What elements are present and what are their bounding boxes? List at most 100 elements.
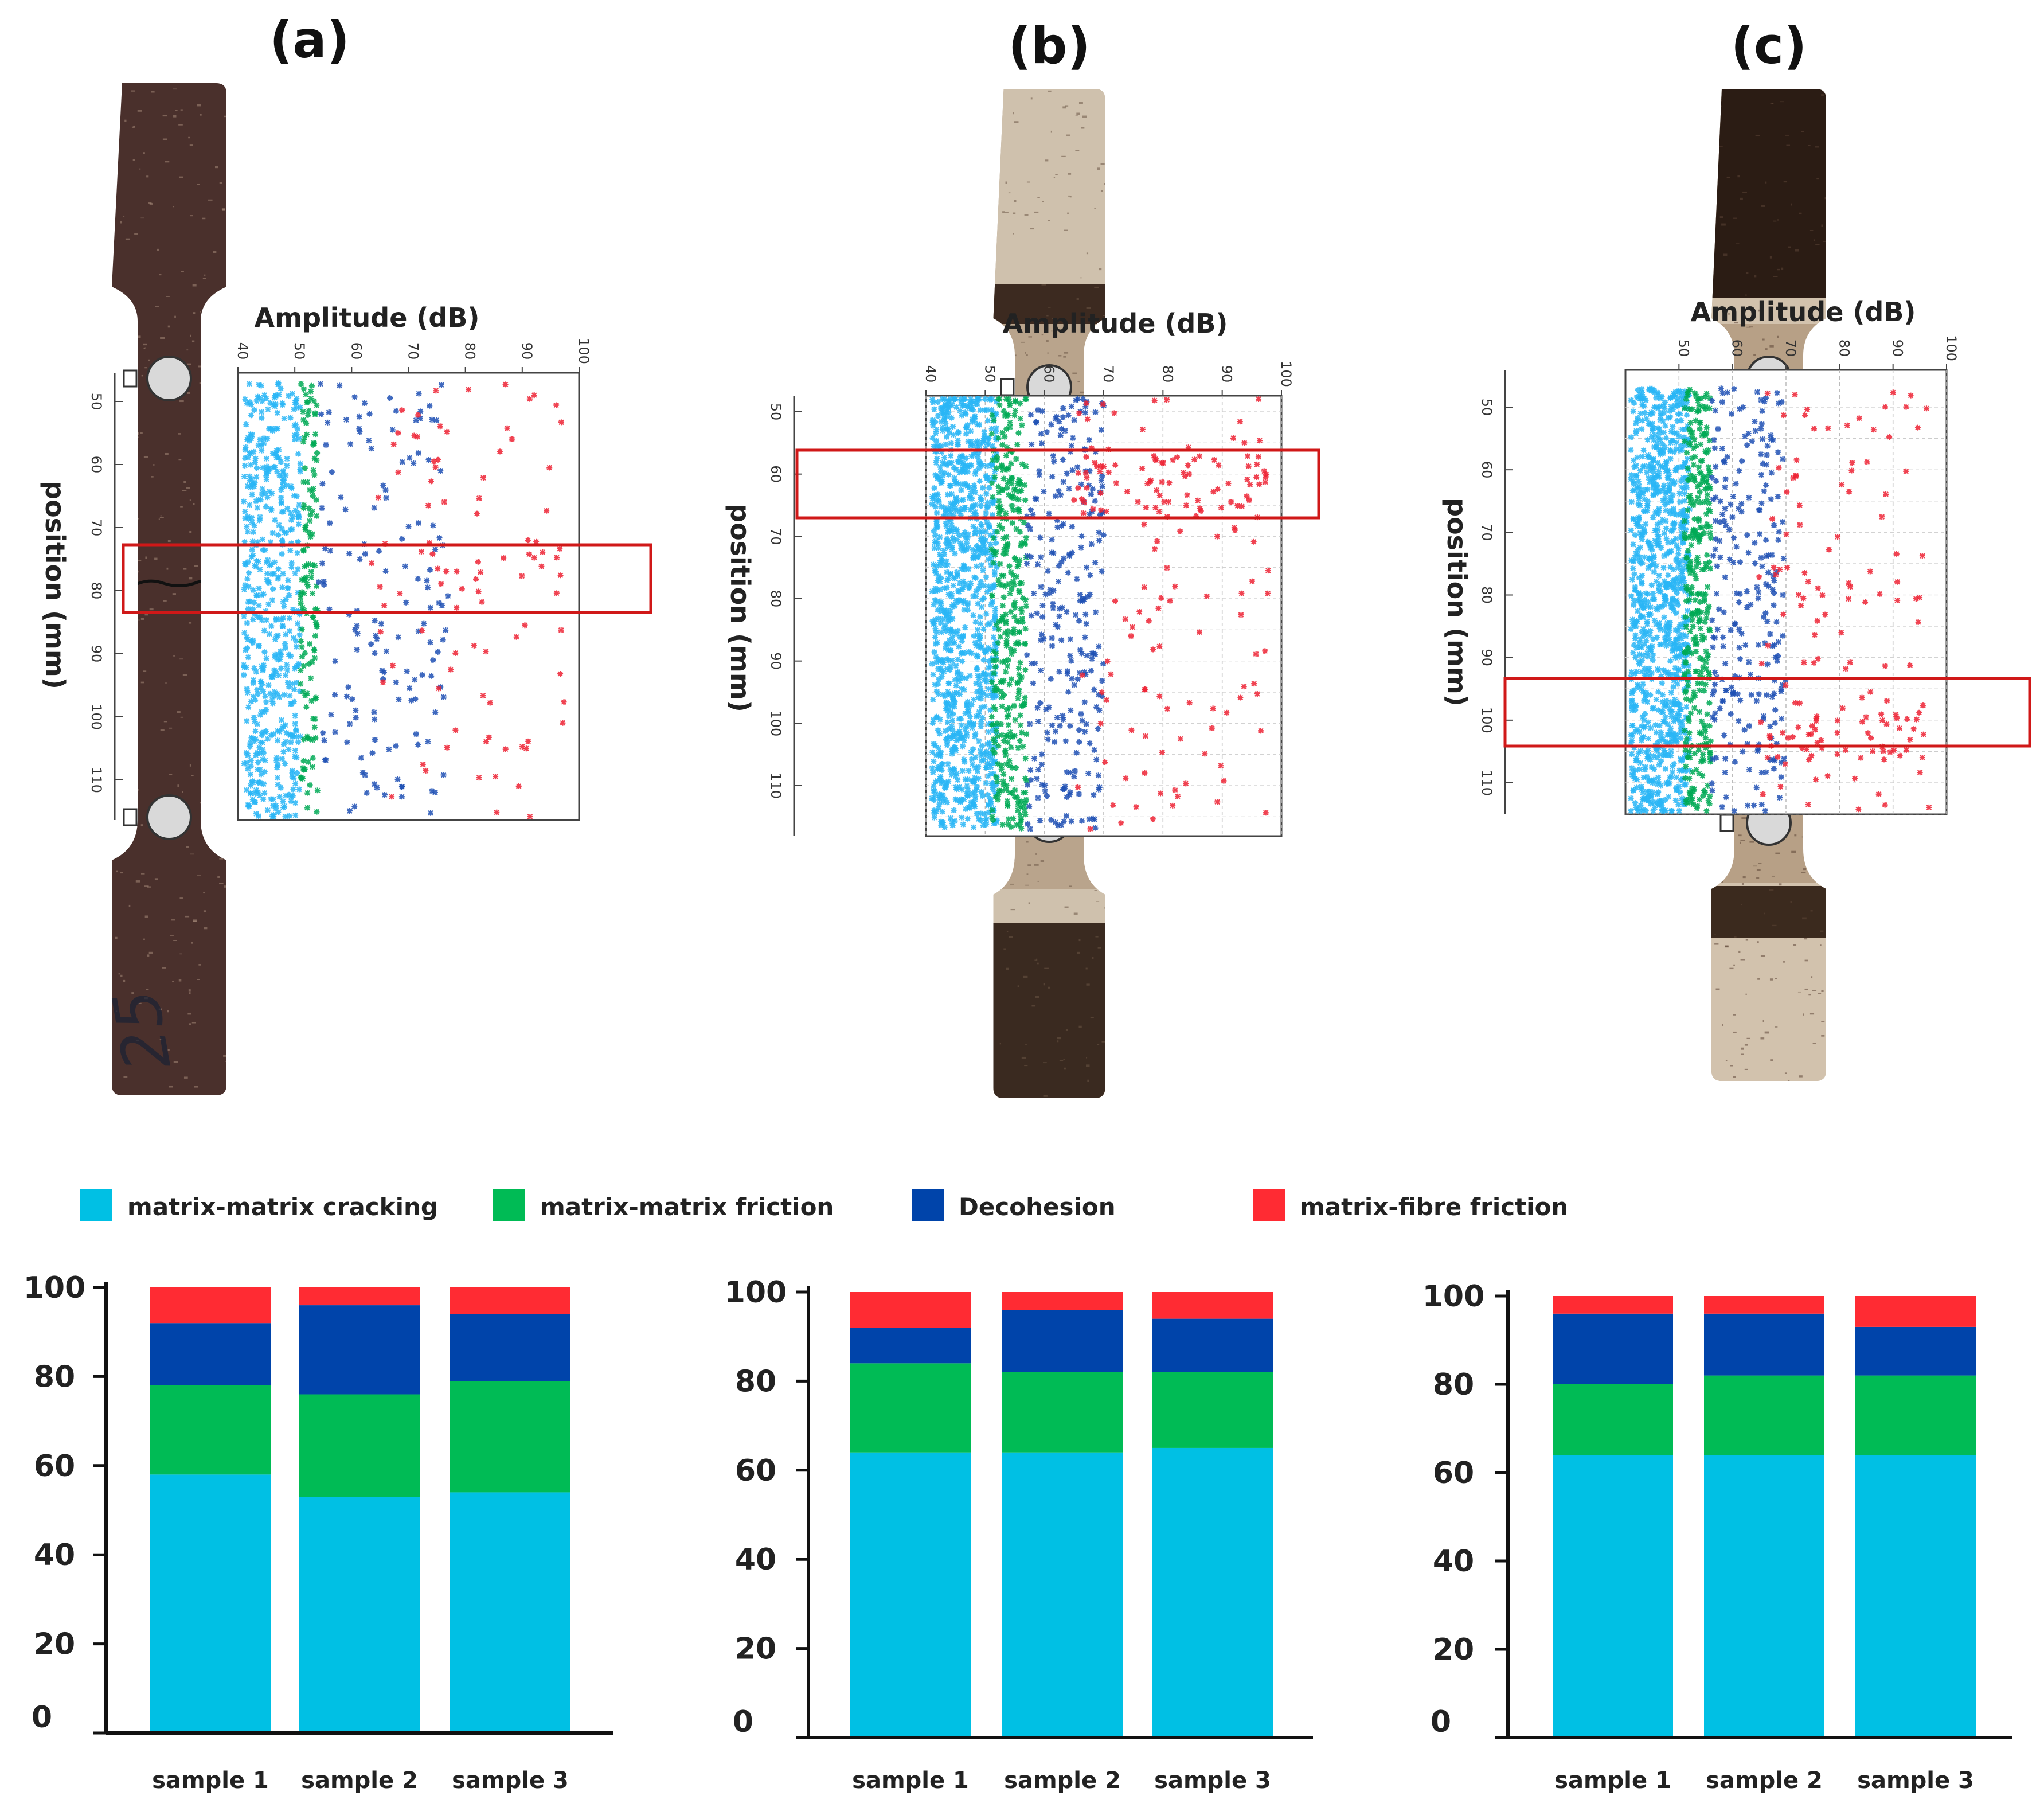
data-point	[949, 529, 955, 535]
data-point	[299, 604, 306, 611]
data-point	[1686, 599, 1692, 605]
data-point	[1744, 588, 1750, 595]
data-point	[944, 719, 951, 725]
data-point	[964, 535, 971, 541]
data-point	[1844, 422, 1850, 428]
data-point	[1654, 482, 1660, 488]
data-point	[989, 592, 995, 599]
data-point	[980, 670, 987, 677]
data-point	[992, 468, 998, 474]
data-point	[252, 736, 259, 742]
bar-segment-matrix-matrix-cracking	[450, 1492, 570, 1733]
data-point	[440, 694, 447, 700]
bar-segment-matrix-matrix-friction	[1855, 1375, 1976, 1455]
data-point	[1083, 721, 1089, 727]
data-point	[1655, 779, 1662, 785]
data-point	[974, 654, 980, 660]
data-point	[1763, 482, 1769, 489]
data-point	[1027, 507, 1034, 513]
data-point	[438, 382, 444, 388]
data-point	[306, 529, 312, 536]
data-point	[1066, 486, 1072, 492]
data-point	[1707, 535, 1714, 541]
data-point	[935, 745, 941, 751]
data-point	[1646, 665, 1652, 672]
data-point	[1687, 710, 1694, 716]
data-point	[1846, 596, 1852, 602]
data-point	[300, 417, 307, 423]
data-point	[1150, 816, 1156, 822]
data-point	[1671, 607, 1677, 614]
data-point	[1091, 747, 1097, 753]
data-point	[1073, 750, 1080, 756]
data-point	[1641, 641, 1647, 647]
data-point	[278, 459, 284, 465]
data-point	[945, 591, 952, 598]
data-point	[934, 448, 940, 455]
data-point	[951, 768, 957, 774]
data-point	[354, 630, 361, 637]
data-point	[1700, 475, 1706, 481]
data-point	[944, 708, 951, 714]
data-point	[356, 426, 362, 432]
data-point	[983, 816, 990, 822]
data-point	[953, 479, 960, 486]
data-point	[1069, 524, 1075, 530]
data-point	[1020, 595, 1026, 601]
data-point	[1257, 438, 1263, 444]
data-point	[284, 585, 291, 591]
data-point	[267, 465, 273, 471]
data-point	[1261, 468, 1267, 474]
data-point	[515, 783, 522, 789]
data-point	[1640, 490, 1646, 497]
data-point	[1635, 547, 1641, 553]
data-point	[1917, 595, 1923, 601]
data-point	[948, 415, 955, 421]
data-point	[1096, 643, 1102, 650]
data-point	[332, 692, 338, 698]
data-point	[1702, 735, 1709, 741]
data-point	[1693, 443, 1699, 449]
data-point	[991, 417, 997, 423]
data-point	[1648, 582, 1655, 588]
data-point	[283, 672, 289, 678]
data-point	[943, 641, 949, 647]
data-point	[1826, 547, 1832, 553]
data-point	[288, 700, 295, 707]
data-point	[1758, 426, 1764, 432]
data-point	[1695, 407, 1702, 413]
data-point	[1778, 774, 1784, 780]
data-point	[945, 689, 951, 695]
data-point	[1078, 481, 1084, 487]
data-point	[337, 382, 343, 389]
data-point	[314, 513, 320, 519]
data-point	[440, 637, 446, 643]
data-point	[953, 690, 960, 696]
data-point	[1754, 389, 1761, 395]
data-point	[939, 503, 945, 510]
data-point	[1657, 752, 1663, 758]
data-point	[254, 721, 260, 727]
data-point	[1717, 554, 1723, 560]
data-point	[977, 673, 983, 680]
data-point	[946, 733, 952, 740]
data-point	[1682, 443, 1688, 449]
data-point	[1808, 752, 1815, 759]
y-tick-label: 80	[1433, 1368, 1474, 1402]
data-point	[935, 681, 941, 687]
data-point	[935, 545, 941, 551]
data-point	[1768, 470, 1775, 476]
data-point	[1812, 776, 1819, 783]
data-point	[553, 590, 560, 596]
data-point	[1663, 623, 1669, 629]
data-point	[995, 640, 1001, 646]
data-point	[1087, 572, 1093, 579]
data-point	[1701, 722, 1707, 728]
data-point	[1635, 750, 1642, 756]
data-point	[976, 442, 983, 448]
data-point	[466, 387, 472, 393]
data-point	[968, 799, 974, 806]
data-point	[1674, 590, 1680, 596]
data-point	[1637, 760, 1643, 766]
